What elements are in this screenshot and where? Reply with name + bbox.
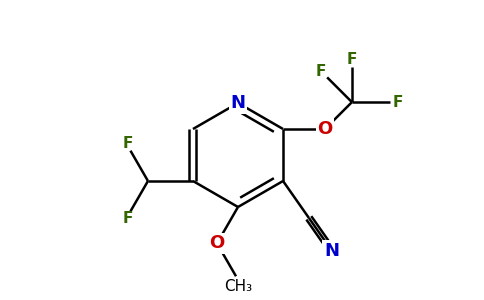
Text: F: F (122, 211, 133, 226)
Text: F: F (393, 94, 403, 110)
Text: N: N (230, 94, 245, 112)
Text: F: F (122, 136, 133, 151)
Text: F: F (316, 64, 326, 79)
Text: N: N (324, 242, 339, 260)
Text: F: F (347, 52, 357, 67)
Text: O: O (318, 120, 333, 138)
Text: O: O (210, 234, 225, 252)
Text: CH₃: CH₃ (224, 279, 252, 294)
